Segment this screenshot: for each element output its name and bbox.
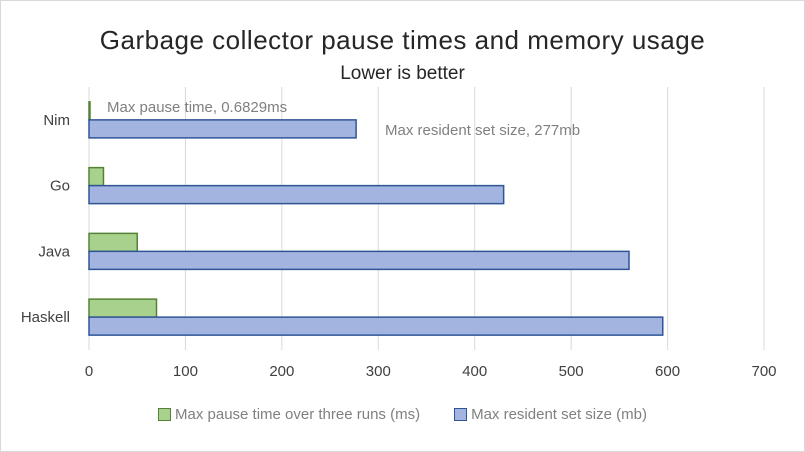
bar-rss-nim [88, 119, 357, 139]
category-label: Go [50, 178, 70, 195]
bar-pause-go [88, 166, 105, 187]
legend-label-rss: Max resident set size (mb) [471, 406, 647, 423]
bar-rss-go [88, 184, 505, 205]
bar-rss-haskell [88, 316, 664, 336]
legend-item-rss: Max resident set size (mb) [454, 406, 647, 423]
x-tick-label: 0 [85, 363, 93, 380]
bar-pause-java [88, 232, 138, 253]
x-tick-label: 300 [366, 363, 391, 380]
x-tick-label: 100 [173, 363, 198, 380]
x-tick-label: 500 [559, 363, 584, 380]
bar-pause-nim [88, 101, 91, 121]
x-tick-label: 200 [269, 363, 294, 380]
category-label: Java [38, 243, 70, 260]
annotation-label: Max resident set size, 277mb [385, 122, 580, 139]
category-label: Nim [43, 112, 70, 129]
category-label: Haskell [21, 309, 70, 326]
chart-subtitle: Lower is better [340, 63, 465, 84]
bar-pause-haskell [88, 298, 158, 318]
annotation-label: Max pause time, 0.6829ms [107, 99, 287, 116]
x-tick-label: 400 [462, 363, 487, 380]
legend: Max pause time over three runs (ms) Max … [1, 406, 804, 423]
legend-item-pause: Max pause time over three runs (ms) [158, 406, 420, 423]
chart-title: Garbage collector pause times and memory… [99, 25, 706, 55]
legend-label-pause: Max pause time over three runs (ms) [175, 406, 421, 423]
x-tick-label: 700 [751, 363, 776, 380]
legend-swatch-pause [158, 408, 171, 421]
legend-swatch-rss [454, 408, 468, 421]
x-tick-label: 600 [655, 363, 680, 380]
bar-rss-java [88, 250, 630, 271]
